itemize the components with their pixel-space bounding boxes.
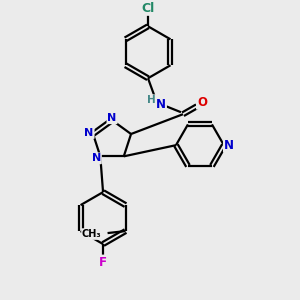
Text: N: N <box>156 98 166 111</box>
Text: N: N <box>92 153 101 163</box>
Text: N: N <box>107 113 117 123</box>
Text: H: H <box>147 95 155 105</box>
Text: N: N <box>84 128 94 138</box>
Text: CH₃: CH₃ <box>82 229 102 239</box>
Text: F: F <box>99 256 107 268</box>
Text: N: N <box>224 139 234 152</box>
Text: O: O <box>197 96 207 109</box>
Text: Cl: Cl <box>141 2 154 15</box>
